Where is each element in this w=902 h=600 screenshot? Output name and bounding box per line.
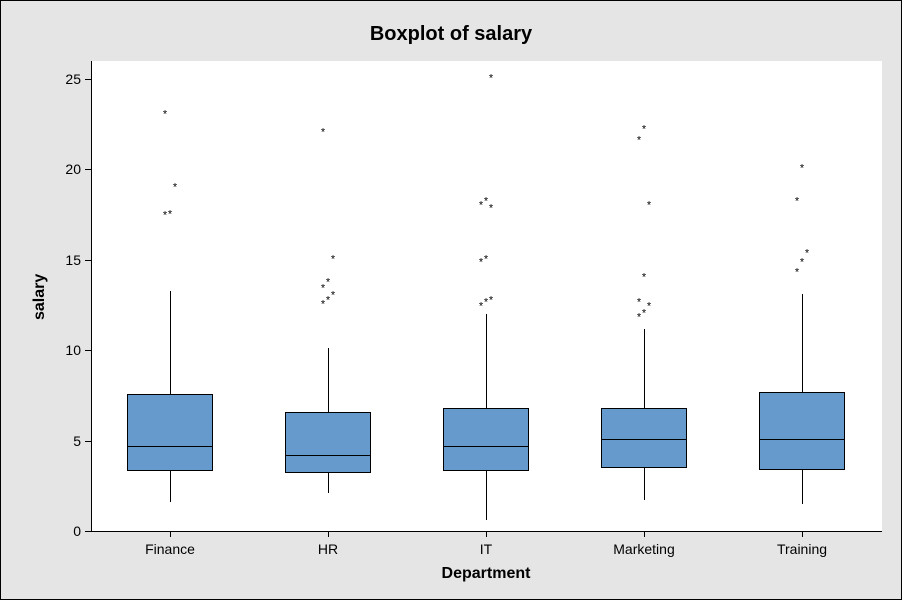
outlier: * [321, 128, 325, 139]
y-tick-label: 10 [51, 342, 81, 358]
outlier: * [489, 204, 493, 215]
x-tick-mark [486, 531, 487, 537]
box [285, 412, 372, 473]
y-tick-label: 5 [51, 433, 81, 449]
outlier: * [173, 182, 177, 193]
y-tick-mark [85, 441, 91, 442]
whisker-low [170, 471, 171, 502]
y-tick-mark [85, 350, 91, 351]
outlier: * [331, 291, 335, 302]
outlier: * [479, 301, 483, 312]
y-axis-label: salary [31, 274, 49, 320]
y-tick-label: 0 [51, 523, 81, 539]
y-tick-label: 15 [51, 252, 81, 268]
outlier: * [800, 164, 804, 175]
outlier: * [331, 254, 335, 265]
outlier: * [489, 74, 493, 85]
box [127, 394, 214, 472]
outlier: * [326, 296, 330, 307]
outlier: * [479, 200, 483, 211]
whisker-low [328, 473, 329, 493]
outlier: * [795, 267, 799, 278]
y-tick-label: 20 [51, 161, 81, 177]
chart-container: Boxplot of salary salary Department 0 5 10… [0, 0, 902, 600]
outlier: * [637, 135, 641, 146]
outlier: * [805, 249, 809, 260]
whisker-high [802, 294, 803, 392]
y-tick-mark [85, 531, 91, 532]
outlier: * [642, 272, 646, 283]
outlier: * [326, 278, 330, 289]
x-tick-label: Marketing [613, 541, 674, 557]
whisker-high [644, 329, 645, 409]
whisker-low [486, 471, 487, 520]
y-tick-label: 25 [51, 71, 81, 87]
outlier: * [484, 298, 488, 309]
outlier: * [647, 301, 651, 312]
x-tick-label: Finance [145, 541, 195, 557]
outlier: * [800, 258, 804, 269]
outlier: * [647, 200, 651, 211]
y-tick-mark [85, 260, 91, 261]
outlier: * [489, 296, 493, 307]
outlier: * [642, 124, 646, 135]
outlier: * [637, 312, 641, 323]
outlier: * [642, 309, 646, 320]
whisker-high [170, 291, 171, 394]
y-tick-mark [85, 169, 91, 170]
x-tick-mark [328, 531, 329, 537]
median-line [601, 439, 688, 440]
x-tick-mark [644, 531, 645, 537]
outlier: * [163, 211, 167, 222]
outlier: * [168, 209, 172, 220]
x-tick-label: IT [480, 541, 492, 557]
outlier: * [484, 254, 488, 265]
outlier: * [479, 258, 483, 269]
whisker-low [802, 470, 803, 504]
x-tick-mark [170, 531, 171, 537]
outlier: * [637, 298, 641, 309]
chart-title: Boxplot of salary [1, 23, 901, 46]
outlier: * [321, 283, 325, 294]
median-line [759, 439, 846, 440]
median-line [285, 455, 372, 456]
outlier: * [484, 197, 488, 208]
box [443, 408, 530, 471]
outlier: * [163, 110, 167, 121]
outlier: * [795, 197, 799, 208]
x-tick-mark [802, 531, 803, 537]
whisker-low [644, 468, 645, 501]
median-line [443, 446, 530, 447]
whisker-high [486, 314, 487, 408]
median-line [127, 446, 214, 447]
box [759, 392, 846, 470]
whisker-high [328, 348, 329, 411]
x-tick-label: Training [777, 541, 827, 557]
y-tick-mark [85, 79, 91, 80]
x-axis-label: Department [91, 565, 881, 583]
outlier: * [321, 300, 325, 311]
x-tick-label: HR [318, 541, 338, 557]
